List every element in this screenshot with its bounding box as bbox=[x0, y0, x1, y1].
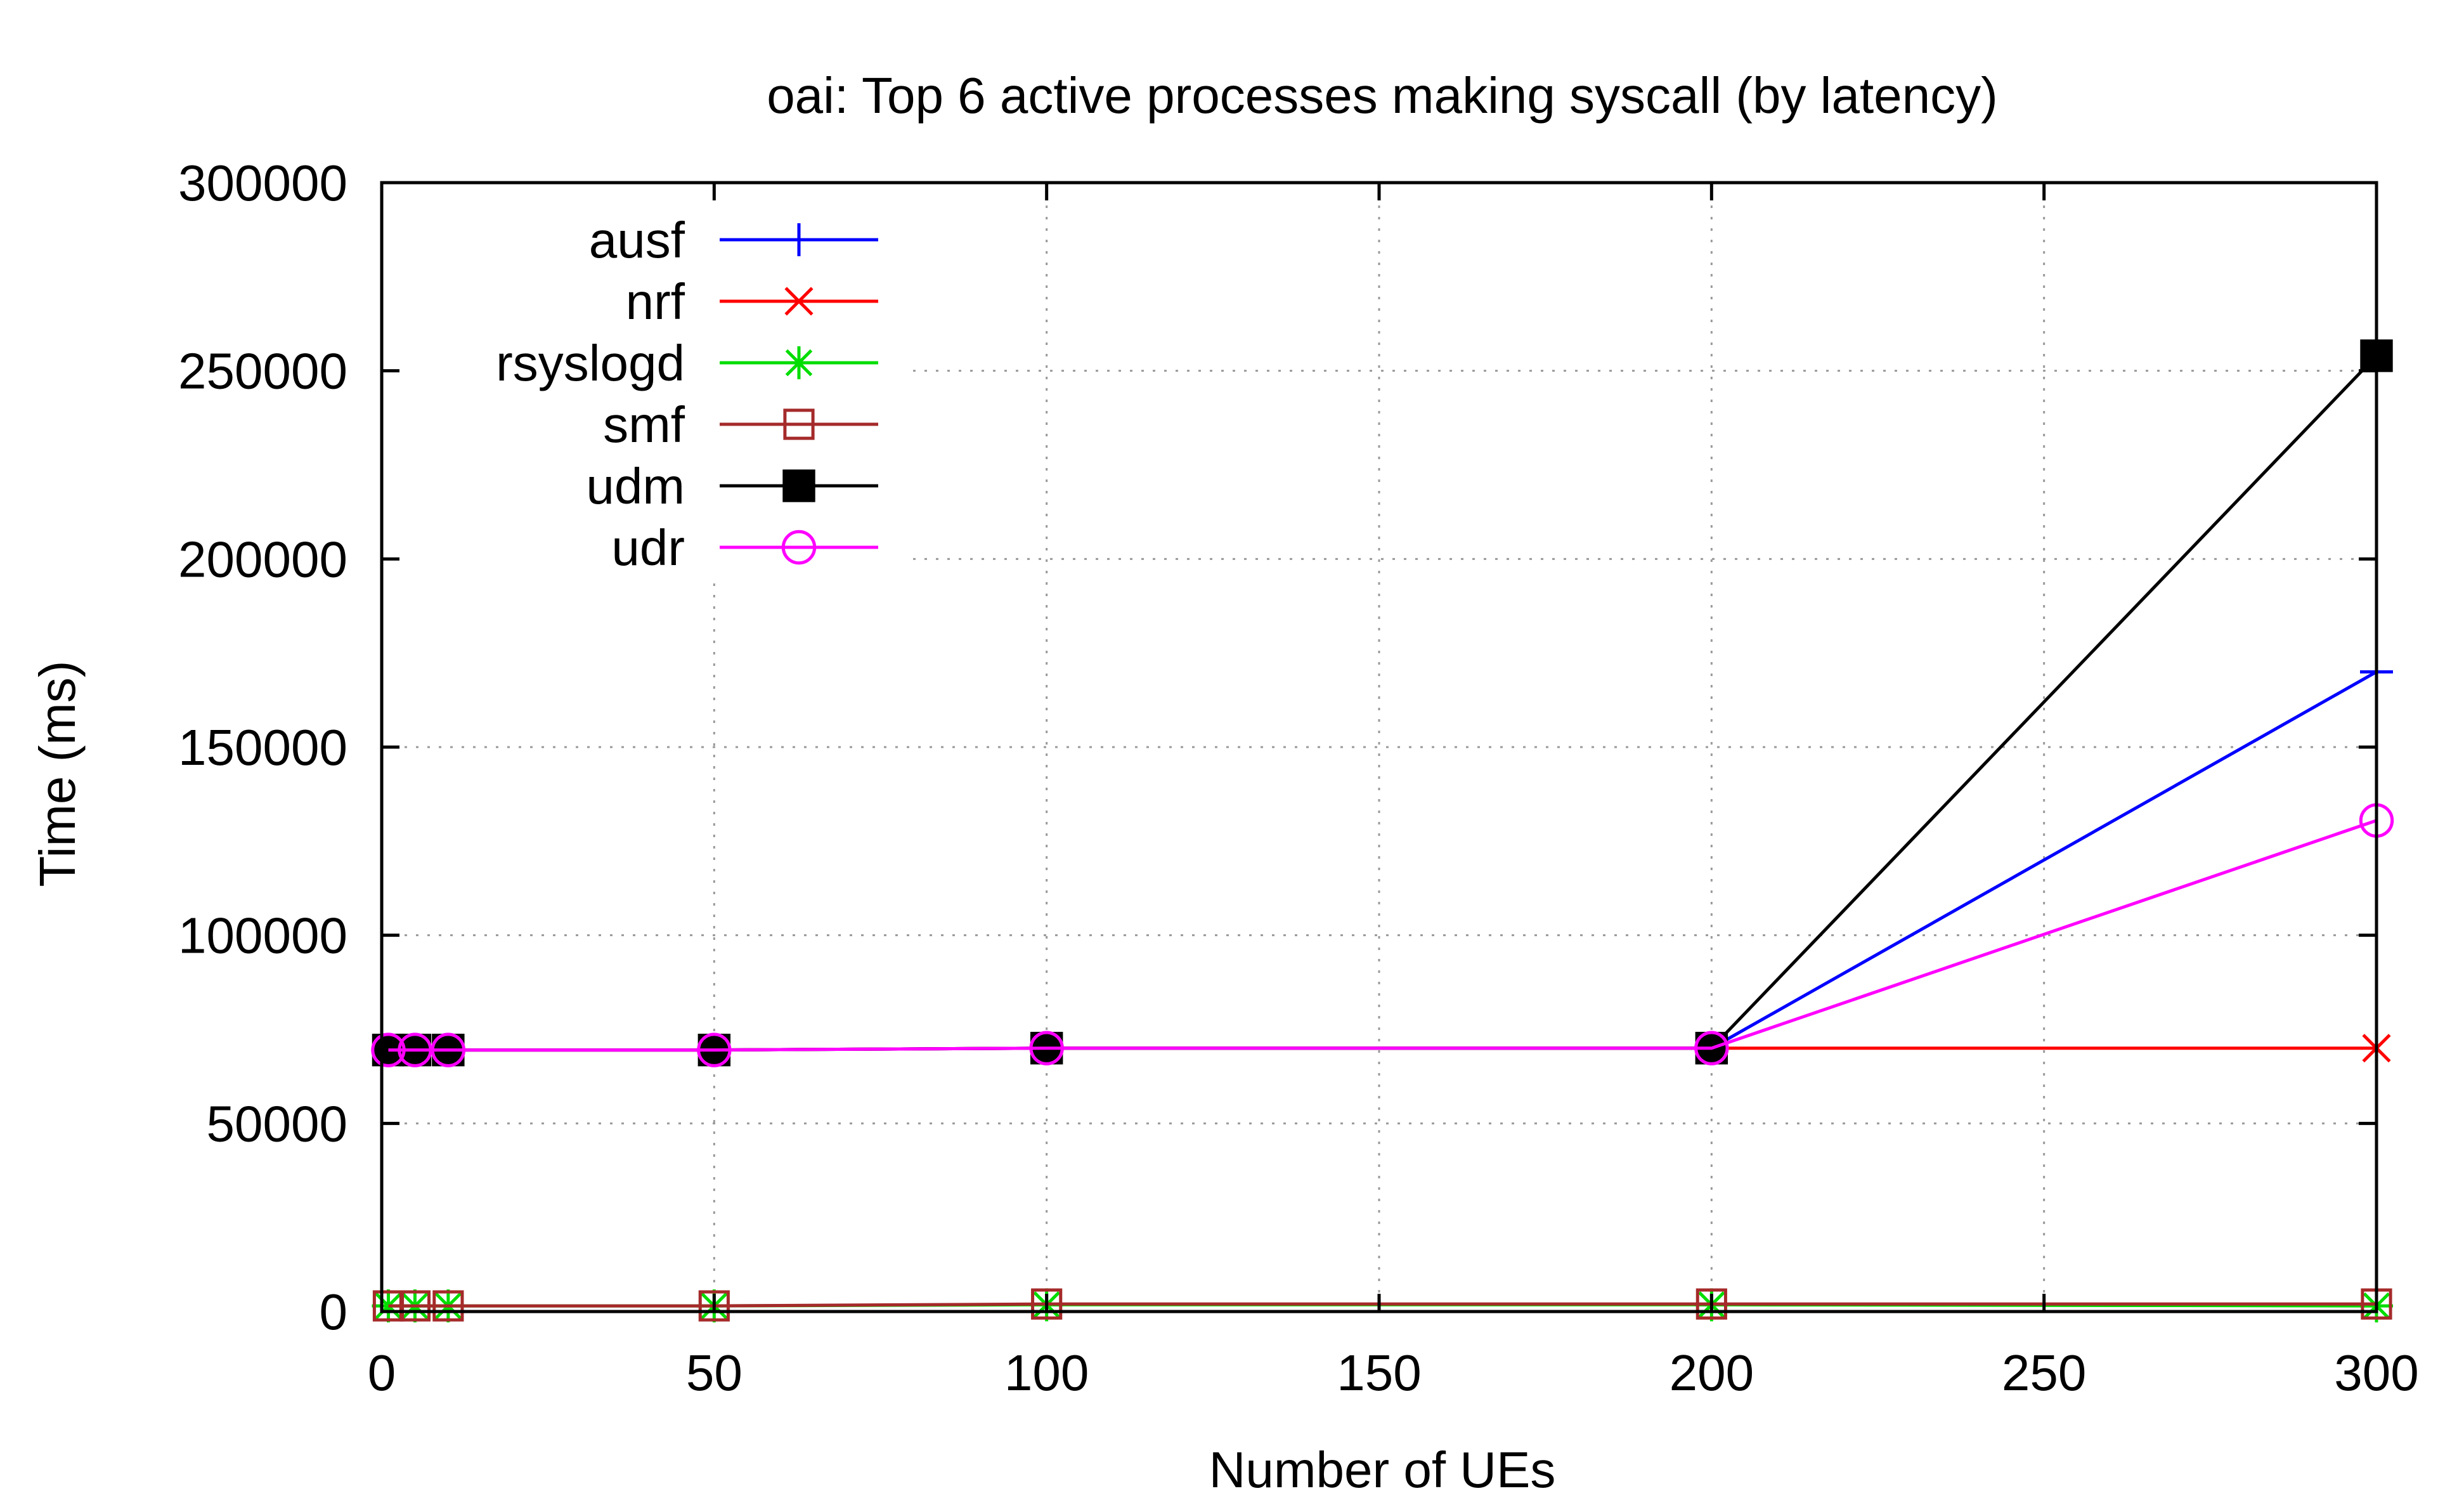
point-smf-5 bbox=[399, 1290, 431, 1322]
series-smf bbox=[372, 1288, 2392, 1322]
series-ausf bbox=[372, 655, 2393, 1067]
x-tick-label-250: 250 bbox=[2002, 1345, 2086, 1401]
legend-entry-udr: udr bbox=[611, 519, 878, 576]
y-tick-label-200000: 200000 bbox=[178, 531, 347, 587]
legend-marker-ausf bbox=[782, 223, 815, 256]
y-tick-label-300000: 300000 bbox=[178, 155, 347, 211]
y-tick-label-100000: 100000 bbox=[178, 908, 347, 964]
point-smf-10 bbox=[432, 1290, 464, 1322]
legend-label-ausf: ausf bbox=[589, 212, 685, 268]
legend-entry-smf: smf bbox=[603, 396, 878, 453]
point-smf-50 bbox=[698, 1290, 730, 1322]
x-tick-label-300: 300 bbox=[2334, 1345, 2418, 1401]
legend-marker-udm bbox=[782, 469, 815, 502]
axes: 0 50 100 150 200 250 300 0 50000 100000 150000 2000… bbox=[178, 155, 2419, 1401]
legend-entry-rsyslogd: rsyslogd bbox=[496, 335, 878, 391]
legend-marker-smf bbox=[783, 408, 815, 440]
point-udr-10 bbox=[431, 1032, 466, 1067]
x-tick-label-200: 200 bbox=[1670, 1345, 1754, 1401]
point-udr-200 bbox=[1694, 1031, 1729, 1065]
grid bbox=[382, 183, 2376, 1312]
point-udr-1 bbox=[371, 1032, 406, 1067]
x-tick-label-0: 0 bbox=[368, 1345, 396, 1401]
chart-title: oai: Top 6 active processes making sysca… bbox=[767, 67, 1998, 124]
legend-marker-rsyslogd bbox=[782, 346, 815, 379]
legend-entry-nrf: nrf bbox=[626, 273, 878, 330]
legend-marker-nrf bbox=[784, 287, 814, 316]
legend-label-udr: udr bbox=[611, 519, 685, 576]
point-smf-100 bbox=[1031, 1288, 1063, 1320]
x-tick-label-150: 150 bbox=[1337, 1345, 1421, 1401]
series-udr bbox=[371, 803, 2394, 1067]
x-tick-label-50: 50 bbox=[686, 1345, 742, 1401]
y-tick-label-0: 0 bbox=[320, 1284, 348, 1340]
legend-label-udm: udm bbox=[586, 458, 685, 514]
legend-entry-ausf: ausf bbox=[589, 212, 878, 268]
point-smf-200 bbox=[1696, 1288, 1727, 1320]
y-tick-label-150000: 150000 bbox=[178, 719, 347, 776]
legend-label-rsyslogd: rsyslogd bbox=[496, 335, 685, 391]
legend-entry-udm: udm bbox=[586, 458, 878, 514]
series-line-udr bbox=[388, 819, 2377, 1052]
x-tick-label-100: 100 bbox=[1004, 1345, 1089, 1401]
y-axis-label: Time (ms) bbox=[29, 661, 86, 887]
legend-label-nrf: nrf bbox=[626, 273, 685, 330]
y-tick-label-50000: 50000 bbox=[207, 1095, 347, 1152]
point-rsyslogd-1 bbox=[372, 1289, 405, 1323]
point-udr-5 bbox=[398, 1032, 432, 1067]
x-axis-label: Number of UEs bbox=[1209, 1442, 1556, 1498]
series-line-udm bbox=[388, 355, 2378, 1052]
legend-marker-udr bbox=[781, 530, 817, 565]
point-udr-100 bbox=[1029, 1031, 1064, 1065]
y-tick-label-250000: 250000 bbox=[178, 343, 347, 400]
point-udr-50 bbox=[697, 1032, 732, 1067]
series-line-ausf bbox=[388, 670, 2378, 1052]
legend-label-smf: smf bbox=[603, 396, 685, 453]
